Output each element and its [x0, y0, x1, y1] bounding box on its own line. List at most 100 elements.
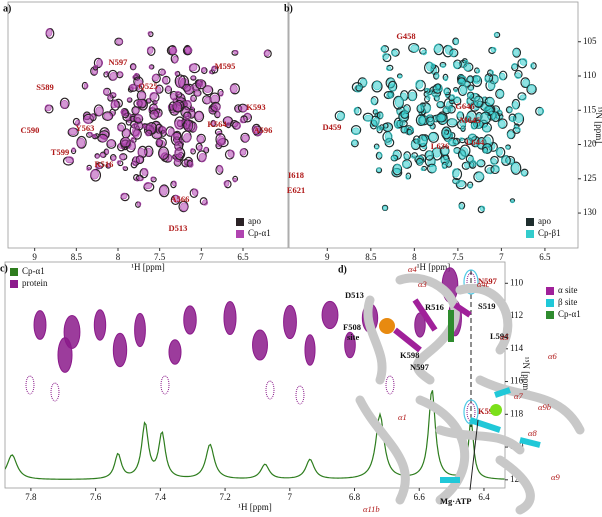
beta-site [519, 437, 541, 448]
peak [415, 79, 424, 89]
peak [107, 139, 116, 148]
peak [263, 49, 270, 57]
peak [99, 135, 108, 143]
peak [374, 109, 378, 114]
peak [384, 137, 393, 145]
protein-peak [112, 332, 128, 368]
legend-label: Cp-α1 [22, 266, 45, 276]
peak [352, 127, 360, 136]
peak [466, 112, 475, 122]
peak [132, 129, 140, 138]
peak-annotation: K598 [478, 406, 497, 416]
y-tick-label: 112 [510, 310, 523, 320]
peak [433, 43, 442, 53]
x-tick-label: 6.8 [349, 492, 361, 502]
peak [174, 147, 183, 158]
beta-site [494, 387, 511, 398]
peak [470, 122, 477, 130]
peak [440, 63, 446, 68]
x-tick-label: 7.8 [25, 492, 37, 502]
peak [514, 72, 522, 79]
peak-ref [426, 116, 435, 127]
peak [372, 117, 380, 126]
peak [155, 86, 162, 94]
trace-1d [5, 390, 505, 480]
peak [448, 118, 457, 126]
peak-annotation: M595 [215, 61, 236, 71]
peak [131, 122, 139, 129]
peak [141, 167, 149, 176]
peak [424, 87, 430, 92]
peak [467, 93, 473, 99]
peak [403, 105, 410, 114]
peak [382, 53, 389, 60]
plot-area [44, 28, 272, 213]
peak-annotation: M645 [460, 115, 481, 125]
peak [87, 131, 93, 137]
peak [378, 126, 383, 131]
peak [116, 160, 122, 165]
peak [399, 120, 406, 126]
peak [458, 79, 465, 86]
plot-frame [288, 1, 579, 249]
peak [138, 91, 146, 101]
peak [410, 44, 419, 53]
peak [159, 185, 168, 196]
peak-ref [102, 111, 114, 121]
peak-annotation: S589 [36, 82, 53, 92]
peak [120, 109, 127, 117]
peak [134, 114, 143, 122]
x-tick-label: 9 [32, 252, 37, 262]
peak [116, 38, 123, 45]
peak [229, 84, 238, 94]
x-tick-label: 7 [288, 492, 293, 502]
peak [449, 49, 457, 57]
peak [175, 90, 181, 96]
peak [463, 81, 469, 87]
peak [241, 134, 250, 143]
atp-pointer [469, 419, 479, 491]
peak [135, 99, 144, 107]
x-tick-label: 7.5 [452, 252, 464, 262]
peak [146, 46, 154, 54]
ribbon [415, 395, 470, 505]
peak [211, 120, 216, 126]
peak [159, 148, 168, 159]
peak [45, 28, 53, 37]
peak [95, 164, 102, 170]
peak [443, 75, 448, 82]
peak [498, 72, 506, 81]
peak-ref [93, 104, 104, 117]
peak [117, 124, 124, 132]
peak-annotation: N597 [478, 276, 498, 286]
peak [104, 149, 109, 155]
x-tick-label: 7 [499, 252, 504, 262]
peak [537, 107, 545, 115]
peak [227, 149, 235, 158]
peak [198, 153, 207, 163]
y-tick-label: 116 [510, 376, 524, 386]
helix-label: α6 [548, 351, 557, 361]
peak [172, 180, 177, 187]
y-tick-label: 130 [583, 207, 597, 217]
peak [464, 162, 471, 169]
legend-swatch [546, 311, 554, 319]
peak [480, 113, 489, 123]
peak [472, 75, 481, 85]
peak-ref [149, 109, 159, 120]
peak [202, 199, 208, 206]
legend-swatch [546, 299, 554, 307]
protein-peak [57, 337, 73, 373]
peak-ref [392, 95, 404, 110]
panel-label: b) [284, 3, 293, 14]
y-tick-label: 110 [583, 70, 597, 80]
peak [99, 152, 105, 158]
peak [142, 124, 147, 129]
protein-peak [265, 380, 275, 400]
x-tick-label: 8.5 [71, 252, 83, 262]
peak [184, 85, 192, 92]
helix-label: α9b [538, 402, 551, 412]
peak [386, 66, 392, 71]
peak [130, 64, 136, 70]
